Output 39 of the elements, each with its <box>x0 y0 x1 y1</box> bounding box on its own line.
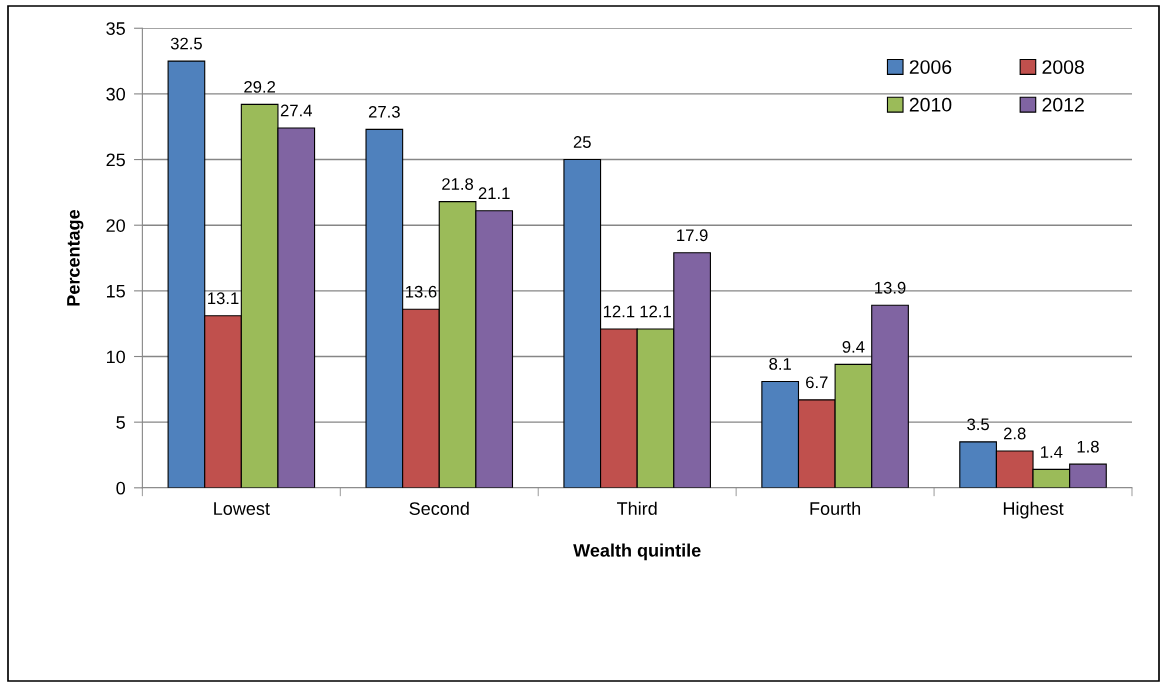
legend-label: 2008 <box>1042 60 1084 74</box>
data-label: 27.3 <box>368 105 400 118</box>
legend-label: 2012 <box>1042 97 1084 112</box>
data-label: 21.1 <box>478 187 510 199</box>
data-label: 6.7 <box>806 376 828 389</box>
data-label: 12.1 <box>603 305 635 318</box>
x-tick-label: Lowest <box>214 502 270 515</box>
data-label: 13.9 <box>875 281 906 294</box>
legend-label: 2010 <box>909 97 952 112</box>
x-axis-title: Wealth quintile <box>573 543 701 561</box>
data-label: 12.1 <box>640 305 671 318</box>
data-label: 13.1 <box>208 292 239 305</box>
x-tick-label: Second <box>409 501 469 515</box>
y-tick-label: 5 <box>116 416 125 429</box>
data-label: 13.6 <box>406 285 437 298</box>
data-label: 17.9 <box>677 229 708 242</box>
legend-label: 2006 <box>909 60 952 74</box>
data-label: 27.4 <box>280 104 312 117</box>
data-label: 32.5 <box>170 37 202 50</box>
data-label: 3.5 <box>967 418 989 431</box>
data-label: 1.4 <box>1041 446 1063 458</box>
y-tick-label: 30 <box>106 87 125 101</box>
data-label: 9.4 <box>842 340 865 353</box>
y-tick-label: 15 <box>107 284 125 298</box>
y-tick-label: 35 <box>106 22 125 35</box>
data-label: 1.8 <box>1077 440 1099 453</box>
data-label: 29.2 <box>244 80 276 93</box>
x-tick-label: Third <box>617 501 657 515</box>
y-tick-label: 25 <box>106 153 125 167</box>
y-tick-label: 10 <box>107 350 125 364</box>
data-label: 25 <box>573 136 591 148</box>
data-label: 2.8 <box>1003 427 1026 440</box>
data-label: 21.8 <box>442 178 474 190</box>
y-tick-label: 20 <box>106 219 125 232</box>
y-axis-title: Percentage <box>67 209 84 306</box>
y-tick-label: 0 <box>116 481 125 495</box>
x-tick-label: Highest <box>1003 501 1064 519</box>
data-label: 8.1 <box>769 358 791 370</box>
x-tick-label: Fourth <box>810 501 861 515</box>
